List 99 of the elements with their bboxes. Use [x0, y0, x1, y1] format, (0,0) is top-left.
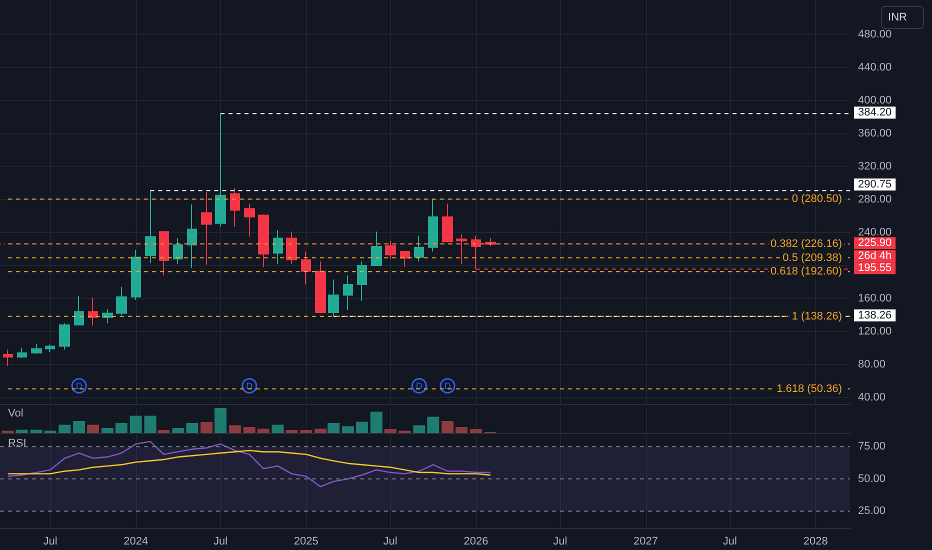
candlestick [230, 187, 240, 228]
ref-line-label: 384.20 [858, 106, 892, 119]
line-series [7, 440, 492, 488]
bar [370, 412, 382, 433]
bar [144, 416, 156, 433]
bar [58, 424, 71, 433]
chart-title: Vol [8, 408, 24, 420]
bar [328, 423, 340, 433]
y-tick-label: 120.00 [858, 325, 892, 338]
annotation: D [76, 380, 83, 391]
bar [228, 425, 241, 433]
ref-line-label: 138.26 [858, 309, 892, 322]
candlestick [173, 238, 183, 264]
x-tick-label: Jul [43, 536, 58, 548]
line-series [7, 450, 492, 476]
candlestick [343, 274, 353, 311]
candlestick [3, 349, 13, 367]
bar [172, 428, 184, 433]
candlestick [414, 235, 424, 262]
ref-line-label: 1 (138.26) [792, 310, 842, 322]
candlestick [301, 250, 311, 285]
candlestick [59, 322, 70, 350]
bar [200, 422, 213, 433]
bar [115, 423, 128, 433]
bar [272, 424, 284, 433]
ref-line-label: 0.618 (192.60) [770, 266, 842, 278]
candlestick [74, 295, 84, 326]
bar [87, 424, 100, 433]
bar [456, 427, 468, 433]
bar [342, 426, 354, 433]
y-tick-label: 320.00 [858, 160, 892, 173]
bar [427, 416, 440, 433]
ref-line-label: 290.75 [858, 178, 892, 191]
candlestick [45, 344, 55, 353]
bar [257, 428, 270, 433]
bar [243, 427, 256, 433]
bar [16, 430, 28, 433]
candlestick [244, 203, 255, 238]
ref-line-label: 1.618 (50.36) [776, 382, 842, 395]
x-tick-label: 2026 [464, 536, 488, 548]
candlestick [428, 198, 438, 252]
annotation: D [444, 380, 452, 391]
x-tick-label: 2024 [124, 536, 148, 548]
x-tick-label: 2028 [803, 536, 828, 548]
y-tick-label: 360.00 [858, 128, 892, 140]
bar [158, 430, 170, 433]
bar [286, 430, 298, 433]
y-tick-label: 50.00 [858, 472, 886, 485]
ref-line-label: 195.55 [858, 262, 892, 274]
x-tick-label: Jul [553, 536, 568, 548]
y-axis-title: INR [888, 12, 908, 24]
bar [130, 416, 142, 433]
x-tick-label: Jul [383, 536, 398, 548]
y-tick-label: 80.00 [858, 358, 886, 370]
candlestick [88, 297, 98, 326]
bar [442, 421, 454, 433]
candlestick [116, 286, 127, 316]
y-tick-label: 40.00 [858, 391, 886, 404]
candlestick [102, 308, 113, 324]
x-tick-label: Jul [722, 536, 737, 548]
candlestick [215, 113, 226, 228]
bar [101, 428, 114, 433]
candlestick [315, 260, 326, 313]
candlestick [273, 230, 283, 264]
ref-line-label: 0.5 (209.38) [782, 252, 842, 264]
x-tick-label: 2027 [634, 536, 658, 548]
candlestick [145, 190, 156, 264]
y-tick-label: 400.00 [858, 94, 892, 107]
candlestick [357, 260, 367, 302]
ref-line-label: 0 (280.50) [792, 193, 842, 206]
bar [384, 429, 396, 433]
bar [413, 425, 426, 433]
bar [73, 421, 86, 433]
candlestick [400, 250, 410, 268]
candlestick [328, 279, 339, 317]
y-tick-label: 240.00 [858, 226, 892, 239]
bar [470, 429, 482, 433]
ref-line-label: 225.90 [858, 237, 892, 250]
candlestick [131, 249, 141, 301]
y-tick-label: 25.00 [858, 505, 886, 518]
bar [356, 422, 368, 433]
y-tick-label: 75.00 [858, 440, 886, 453]
candlestick [371, 231, 382, 266]
candlestick [17, 347, 27, 358]
bar [186, 423, 198, 433]
y-tick-label: 280.00 [858, 194, 892, 206]
candlestick [187, 204, 197, 268]
y-tick-label: 440.00 [858, 62, 892, 74]
x-tick-label: Jul [213, 536, 228, 548]
bar [214, 408, 227, 433]
bar [300, 430, 312, 433]
y-tick-label: 160.00 [858, 292, 892, 304]
candlestick [31, 343, 42, 354]
ref-line-label: 0.382 (226.16) [770, 238, 842, 250]
chart-title: RSI [8, 438, 26, 450]
y-tick-label: 480.00 [858, 28, 892, 41]
text: 26d 4h [858, 250, 892, 262]
x-tick-label: 2025 [294, 536, 318, 548]
bar [314, 428, 327, 433]
